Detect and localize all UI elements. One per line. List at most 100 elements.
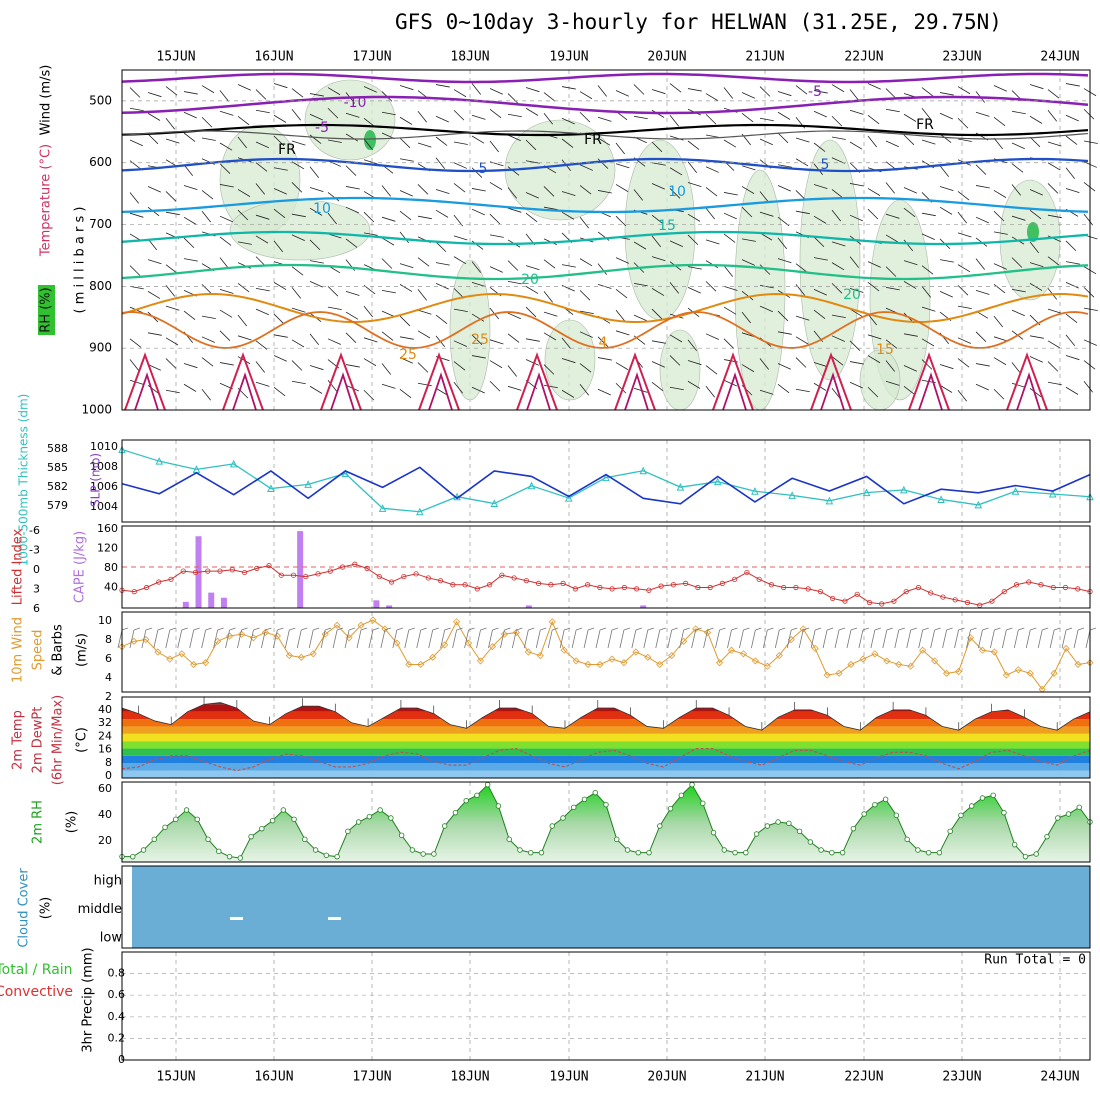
wind-barb-flag <box>886 627 893 631</box>
wind-barb <box>1029 262 1044 268</box>
slp-tick-label: 1004 <box>90 500 118 513</box>
wind-barb <box>885 88 897 99</box>
wind-barb <box>489 266 503 273</box>
wind-barb <box>705 333 719 340</box>
wind-barb <box>741 259 755 266</box>
thickness-point <box>229 459 238 468</box>
wind-barb <box>543 206 558 211</box>
date-label-bottom: 18JUN <box>450 1070 489 1085</box>
wind-barb <box>993 210 1005 222</box>
wind-barb <box>741 206 753 218</box>
wind-barb <box>543 291 554 303</box>
wind-barb-10m <box>404 629 410 649</box>
temp-contour-5 <box>121 157 1089 173</box>
temp-contour-freezing <box>121 123 1089 137</box>
wind-barb <box>1047 256 1060 266</box>
wind-barb-flag <box>360 627 368 631</box>
wind-barb <box>1065 355 1080 361</box>
wind-barb <box>759 358 770 370</box>
temp-contour-20 <box>121 263 1089 281</box>
li-tick-label: 3 <box>33 583 40 596</box>
slp-axis-label: SLP (mb) <box>89 453 103 507</box>
wind-barb <box>507 187 518 199</box>
wind-barb <box>1083 213 1094 226</box>
wind-barb <box>1047 183 1059 194</box>
lifted-index-point <box>205 568 211 574</box>
wind-barb-flag <box>1018 627 1025 631</box>
wind-barb <box>975 111 990 117</box>
rh-point <box>140 847 147 853</box>
wind-barb-10m <box>834 629 840 649</box>
wind-speed-point <box>1074 660 1082 669</box>
wind-barb <box>975 185 990 189</box>
panel-frame-slp <box>121 439 1091 523</box>
wind-barb-flag <box>719 627 726 631</box>
thickness-point <box>304 480 312 488</box>
wind-barb <box>399 137 411 149</box>
wind-barb <box>777 310 789 322</box>
wind-barb <box>399 357 413 364</box>
wind-speed-point <box>620 659 628 667</box>
wind-speed-point <box>1050 669 1058 677</box>
wind-barb <box>165 305 180 311</box>
wind-barb <box>903 134 915 146</box>
wind-barb <box>165 86 178 96</box>
rh-point <box>441 823 448 829</box>
wind-barb <box>381 383 396 389</box>
wind-speed-point <box>1014 666 1022 674</box>
date-label-bottom: 15JUN <box>156 1070 195 1085</box>
wind-barb-flag <box>456 627 463 631</box>
wind-barb <box>525 192 539 199</box>
wind-barb <box>651 214 664 225</box>
wind-barb <box>147 259 162 265</box>
wind-barb-10m <box>464 629 469 649</box>
wind-barb <box>129 285 144 290</box>
temp-contour-10 <box>121 196 1089 214</box>
wind-barb <box>183 91 198 95</box>
wind-barb <box>993 137 1004 150</box>
wind-barb <box>957 337 971 344</box>
wind-speed-point <box>441 641 449 649</box>
lifted-index-point <box>707 584 713 591</box>
wind-barb <box>417 215 432 220</box>
wind-barb <box>777 111 791 120</box>
wind-barb-10m <box>990 629 995 649</box>
run-total: Run Total = 0 <box>984 953 1086 968</box>
wind-barb <box>435 209 449 218</box>
contour-label: 5 <box>821 157 830 173</box>
wind-barb <box>507 93 519 104</box>
wind-barb <box>201 210 212 223</box>
wind-barb-flag <box>755 627 762 631</box>
wind-barb <box>705 113 717 125</box>
dewpt2m-axis-label: 2m DewPt <box>31 707 46 774</box>
wind-barb <box>687 339 698 352</box>
wind-barb <box>363 389 375 401</box>
wind-barb-flag <box>217 627 224 631</box>
wind-barb-flag <box>408 627 415 631</box>
wind-barb <box>471 355 486 359</box>
wind-speed-point <box>476 657 485 665</box>
wind-barb <box>597 336 609 347</box>
wind-barb <box>543 186 555 197</box>
wind-barb-flag <box>599 627 607 631</box>
wind-barb <box>471 167 483 178</box>
wind-barb-flag <box>982 627 989 631</box>
cape-bar <box>373 600 380 608</box>
wind-speed-point <box>488 643 497 651</box>
rh-point <box>549 823 555 829</box>
pressure-tick-label: 500 <box>89 93 112 107</box>
wind-barb <box>453 183 466 193</box>
lifted-index-point <box>1050 584 1056 591</box>
wind-barb <box>489 182 503 190</box>
contour-label: -5 <box>315 120 329 136</box>
wind-barb-flag <box>205 627 212 631</box>
wind-barb <box>273 114 287 123</box>
lifted-index-point <box>621 584 627 591</box>
wind-barb <box>219 309 233 318</box>
wind-barb <box>399 284 413 292</box>
wind-barb <box>759 389 774 395</box>
wind-barb <box>831 115 843 127</box>
wind-barb <box>1083 287 1095 298</box>
rh-point <box>495 803 502 809</box>
lifted-index-point <box>1001 588 1007 595</box>
